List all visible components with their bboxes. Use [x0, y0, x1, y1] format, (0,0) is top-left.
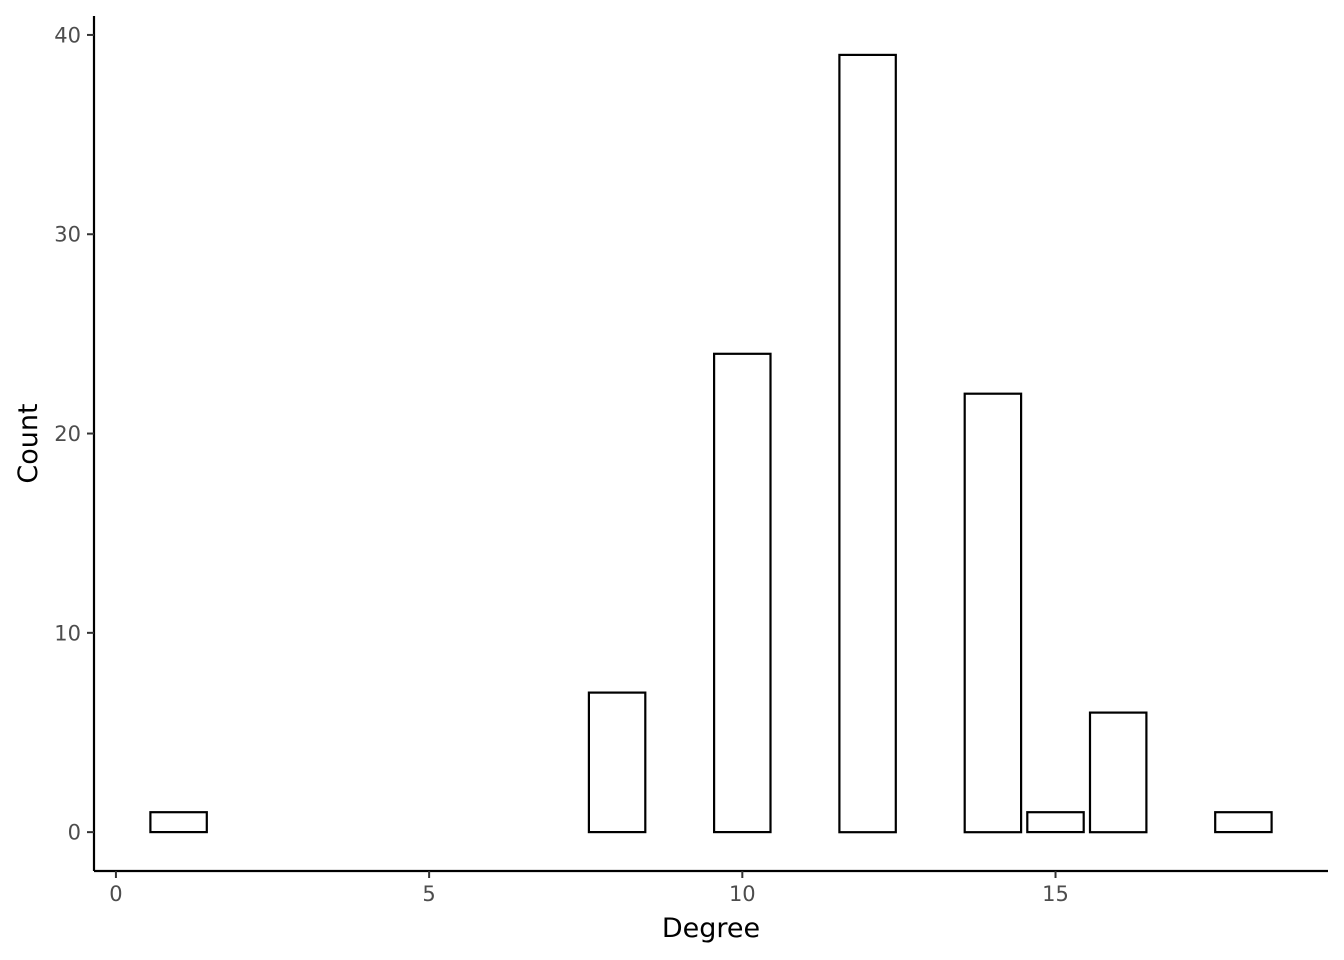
x-axis-title: Degree — [662, 913, 760, 944]
x-tick-label: 10 — [729, 882, 756, 906]
x-tick-label: 0 — [109, 882, 122, 906]
y-axis-ticks: 0 10 20 30 40 — [54, 23, 94, 845]
bars-layer — [149, 53, 1273, 834]
bar-degree-16 — [1088, 711, 1148, 834]
y-axis-title: Count — [13, 403, 44, 483]
y-tick-label: 10 — [54, 621, 81, 645]
axes-layer — [92, 16, 1328, 873]
bar-degree-14 — [963, 392, 1023, 834]
bar-degree-18 — [1214, 811, 1273, 834]
y-tick-label: 0 — [68, 821, 81, 845]
x-axis-ticks: 0 5 10 15 — [109, 871, 1069, 906]
bar-degree-15 — [1026, 811, 1085, 834]
y-tick-label: 20 — [54, 422, 81, 446]
bar-degree-1 — [149, 811, 208, 834]
bar-degree-8 — [587, 691, 647, 834]
bar-degree-12 — [838, 53, 897, 834]
x-tick-label: 15 — [1042, 882, 1069, 906]
x-tick-label: 5 — [422, 882, 435, 906]
y-tick-label: 30 — [54, 223, 81, 247]
y-tick-label: 40 — [54, 23, 81, 47]
bar-degree-10 — [712, 352, 772, 834]
